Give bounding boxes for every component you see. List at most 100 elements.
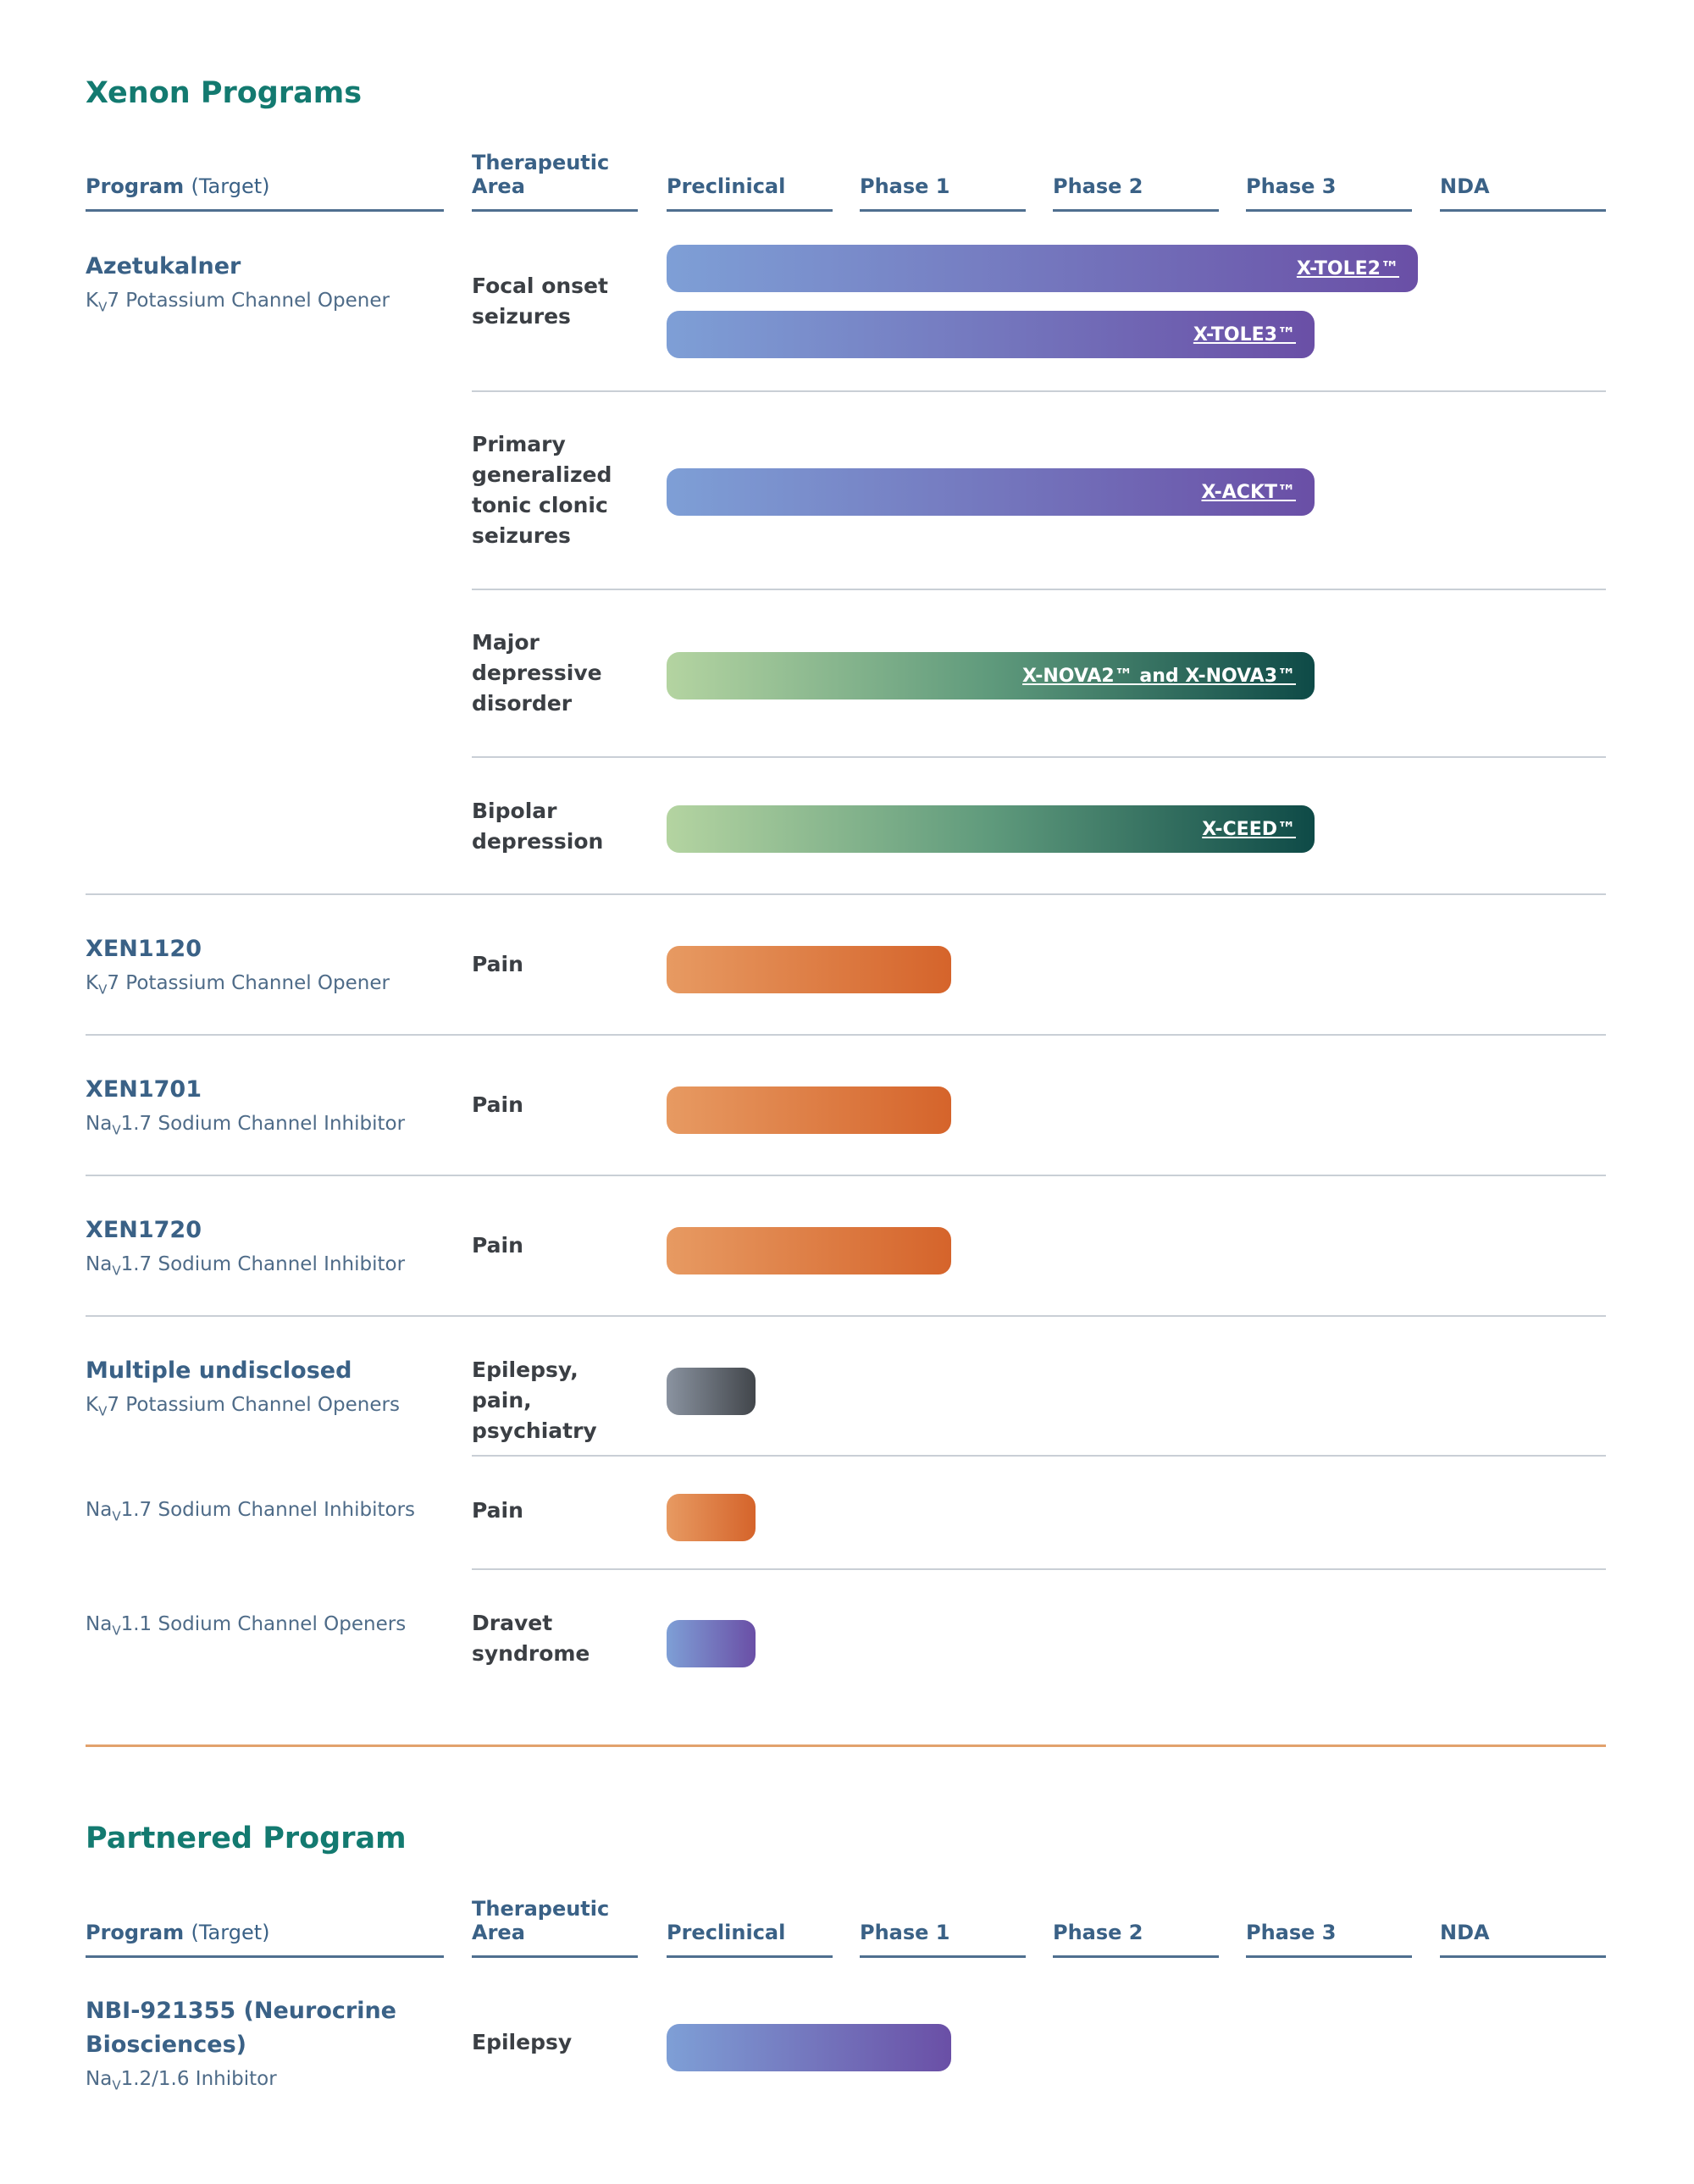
target-sub: V	[98, 299, 108, 315]
trial-link[interactable]: X-CEED™	[1202, 818, 1296, 840]
pipeline-bar: X-CEED™	[667, 805, 1315, 853]
program-target-nbi: NaV1.2/1.6 Inhibitor	[86, 2066, 277, 2098]
pipeline-bar	[667, 1494, 756, 1541]
trial-link[interactable]: X-TOLE2™	[1296, 257, 1399, 279]
program-target-nav17: NaV1.7 Sodium Channel Inhibitors	[86, 1497, 415, 1529]
program-name-xen1120: XEN1120	[86, 936, 202, 962]
pipeline-bar	[667, 1086, 951, 1134]
header-target-label: (Target)	[191, 1921, 270, 1944]
section-title-xenon: Xenon Programs	[86, 76, 363, 110]
pipeline-bar	[667, 1620, 756, 1667]
pipeline-bar	[667, 1368, 756, 1415]
header-program: Program (Target)	[86, 1921, 269, 1944]
target-text: Na	[86, 1613, 113, 1635]
area-pain: Pain	[472, 1233, 523, 1258]
header-phase2: Phase 2	[1053, 1921, 1143, 1944]
area-pain: Pain	[472, 1092, 523, 1117]
area-bipolar: Bipolar depression	[472, 799, 604, 854]
header-phase3: Phase 3	[1246, 174, 1337, 198]
header-rule	[1246, 1955, 1412, 1958]
area-mdd: Major depressive disorder	[472, 630, 602, 716]
row-divider	[472, 1568, 1606, 1570]
header-phase1: Phase 1	[860, 1921, 950, 1944]
area-epilepsy: Epilepsy	[472, 2030, 573, 2054]
header-program: Program (Target)	[86, 174, 269, 198]
header-nda: NDA	[1440, 1921, 1490, 1944]
pipeline-bar: X-TOLE2™	[667, 245, 1418, 292]
pipeline-bar: X-NOVA2™ and X-NOVA3™	[667, 652, 1315, 699]
header-phase1: Phase 1	[860, 174, 950, 198]
program-name-undisclosed: Multiple undisclosed	[86, 1357, 352, 1384]
section-title-partnered: Partnered Program	[86, 1822, 407, 1855]
header-phase2: Phase 2	[1053, 174, 1143, 198]
target-sub: V	[112, 1623, 121, 1639]
header-preclinical: Preclinical	[667, 174, 786, 198]
area-dravet: Dravet syndrome	[472, 1611, 590, 1666]
header-rule	[86, 209, 444, 212]
program-target-xen1120: KV7 Potassium Channel Opener	[86, 970, 390, 1003]
row-divider	[86, 1034, 1606, 1036]
target-sub: V	[98, 981, 108, 998]
target-text: 1.7 Sodium Channel Inhibitor	[120, 1113, 406, 1135]
pipeline-bar: X-ACKT™	[667, 468, 1315, 516]
program-target-xen1720: NaV1.7 Sodium Channel Inhibitor	[86, 1252, 405, 1284]
program-name-nbi: NBI-921355 (Neurocrine Biosciences)	[86, 1998, 396, 2058]
header-area: Therapeutic Area	[472, 1897, 610, 1944]
target-text: Na	[86, 1253, 113, 1275]
target-text: 7 Potassium Channel Openers	[107, 1394, 400, 1416]
header-rule	[1053, 1955, 1219, 1958]
pipeline-bar: X-TOLE3™	[667, 311, 1315, 358]
header-target-label: (Target)	[191, 174, 270, 198]
target-text: K	[86, 972, 99, 994]
row-divider	[472, 1455, 1606, 1457]
area-focal: Focal onset seizures	[472, 274, 608, 329]
header-rule	[1440, 209, 1606, 212]
trial-link[interactable]: X-ACKT™	[1201, 481, 1296, 503]
row-divider	[86, 893, 1606, 895]
target-sub: V	[112, 1508, 121, 1524]
area-pgtcs: Primary generalized tonic clonic seizure…	[472, 432, 612, 548]
header-rule	[1246, 209, 1412, 212]
target-text: 7 Potassium Channel Opener	[107, 972, 390, 994]
header-rule	[667, 1955, 833, 1958]
pipeline-bar	[667, 2024, 951, 2071]
header-rule	[472, 1955, 638, 1958]
target-sub: V	[112, 1122, 121, 1138]
target-text: Na	[86, 1113, 113, 1135]
header-phase3: Phase 3	[1246, 1921, 1337, 1944]
target-sub: V	[112, 1263, 121, 1279]
target-text: Na	[86, 2068, 113, 2090]
target-sub: V	[98, 1403, 108, 1419]
area-epilepsy-pain-psychiatry: Epilepsy, pain, psychiatry	[472, 1357, 597, 1443]
target-text: K	[86, 1394, 99, 1416]
header-preclinical: Preclinical	[667, 1921, 786, 1944]
program-name-azetukalner: Azetukalner	[86, 253, 241, 279]
target-text: 7 Potassium Channel Opener	[107, 290, 390, 312]
program-name-xen1701: XEN1701	[86, 1076, 202, 1103]
trial-link[interactable]: X-TOLE3™	[1193, 323, 1296, 346]
row-divider	[86, 1315, 1606, 1317]
target-text: Na	[86, 1499, 113, 1521]
header-rule	[860, 1955, 1026, 1958]
target-text: 1.7 Sodium Channel Inhibitors	[120, 1499, 416, 1521]
header-program-label: Program	[86, 1921, 185, 1944]
program-target-undisclosed: KV7 Potassium Channel Openers	[86, 1392, 400, 1424]
target-sub: V	[112, 2077, 121, 2093]
header-rule	[667, 209, 833, 212]
target-text: 1.1 Sodium Channel Openers	[120, 1613, 407, 1635]
header-area: Therapeutic Area	[472, 151, 610, 198]
trial-link[interactable]: X-NOVA2™ and X-NOVA3™	[1022, 665, 1296, 687]
row-divider	[86, 1175, 1606, 1176]
header-nda: NDA	[1440, 174, 1490, 198]
program-name-xen1720: XEN1720	[86, 1217, 202, 1243]
area-pain: Pain	[472, 952, 523, 976]
target-text: K	[86, 290, 99, 312]
program-target-xen1701: NaV1.7 Sodium Channel Inhibitor	[86, 1111, 405, 1143]
program-target-azetukalner: KV7 Potassium Channel Opener	[86, 288, 390, 320]
section-divider	[86, 1744, 1606, 1747]
header-rule	[86, 1955, 444, 1958]
target-text: 1.2/1.6 Inhibitor	[120, 2068, 277, 2090]
row-divider	[472, 390, 1606, 392]
header-rule	[1053, 209, 1219, 212]
row-divider	[472, 756, 1606, 758]
